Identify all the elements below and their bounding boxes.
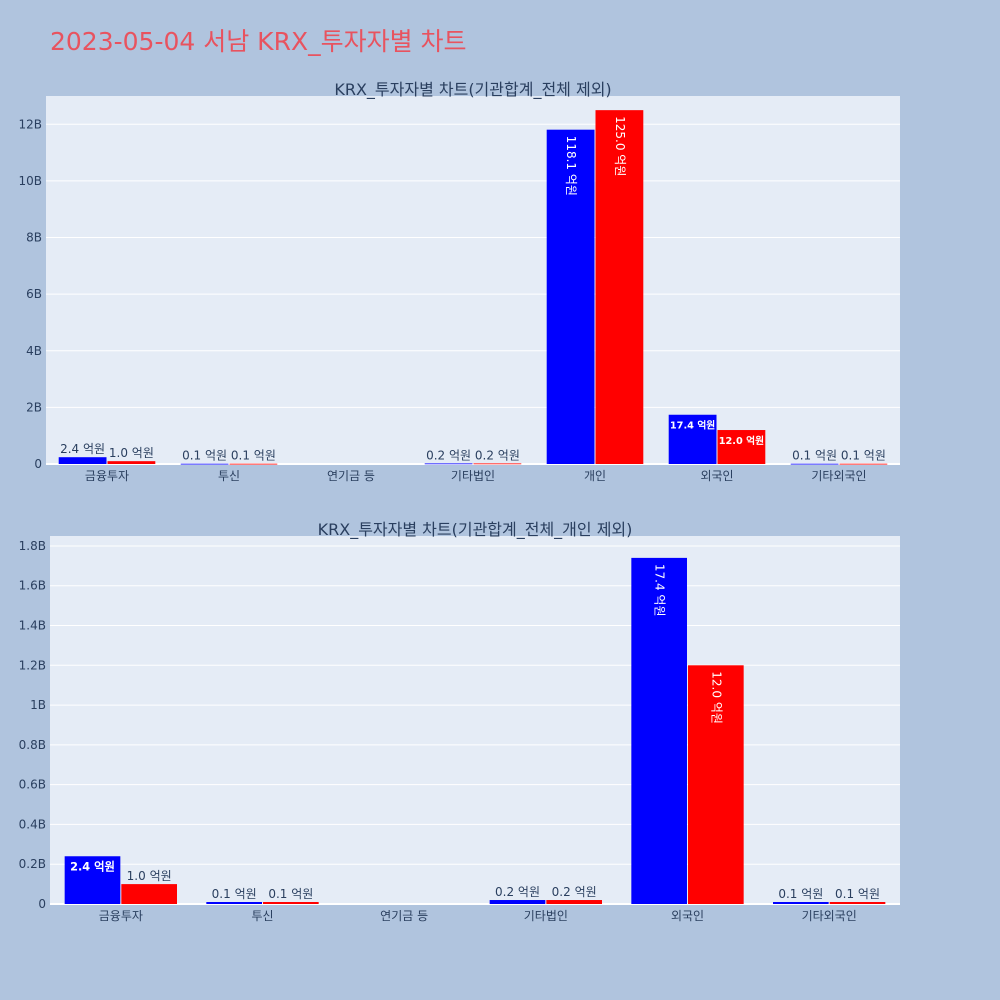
x-tick-label: 외국인 — [671, 909, 704, 923]
bar — [717, 430, 766, 464]
data-label: 0.2 억원 — [475, 448, 520, 462]
bar — [546, 129, 595, 464]
y-tick-label: 10B — [18, 174, 42, 188]
bar — [263, 902, 319, 904]
y-tick-label: 1.2B — [19, 658, 46, 672]
data-label: 1.0 억원 — [109, 446, 154, 460]
plot-area — [46, 96, 900, 464]
data-label: 12.0 억원 — [709, 671, 723, 724]
chart-title: KRX_투자자별 차트(기관합계_전체_개인 제외) — [318, 520, 633, 540]
y-tick-label: 0.2B — [19, 857, 46, 871]
bar — [107, 461, 156, 464]
bar — [790, 463, 839, 465]
y-tick-label: 2B — [26, 400, 42, 414]
plot-area — [50, 536, 900, 904]
x-tick-label: 투신 — [251, 909, 273, 923]
x-tick-label: 금융투자 — [85, 469, 129, 483]
y-tick-label: 1.4B — [19, 619, 46, 633]
data-label: 125.0 억원 — [613, 116, 627, 176]
x-tick-label: 기타법인 — [524, 909, 568, 923]
bar — [688, 665, 744, 904]
chart-title: KRX_투자자별 차트(기관합계_전체 제외) — [334, 80, 611, 100]
bar — [206, 902, 262, 904]
bar — [595, 110, 644, 465]
x-tick-label: 개인 — [584, 469, 606, 483]
data-label: 2.4 억원 — [60, 442, 105, 456]
bar — [180, 463, 229, 465]
y-tick-label: 4B — [26, 344, 42, 358]
y-tick-label: 0.6B — [19, 778, 46, 792]
data-label: 118.1 억원 — [564, 136, 578, 196]
data-label: 0.1 억원 — [268, 887, 313, 901]
bar — [424, 463, 473, 465]
data-label: 17.4 억원 — [670, 419, 715, 432]
bar — [489, 900, 546, 904]
bar — [229, 463, 278, 465]
bar — [546, 900, 602, 904]
data-label: 0.2 억원 — [495, 885, 540, 899]
x-tick-label: 외국인 — [700, 469, 733, 483]
y-tick-label: 0.8B — [19, 738, 46, 752]
data-label: 0.1 억원 — [231, 449, 276, 463]
bar — [64, 856, 121, 904]
y-tick-label: 1.8B — [19, 539, 46, 553]
data-label: 0.1 억원 — [778, 887, 823, 901]
data-label: 1.0 억원 — [127, 869, 172, 883]
data-label: 2.4 억원 — [70, 859, 115, 873]
bar — [631, 557, 687, 904]
data-label: 0.2 억원 — [426, 448, 471, 462]
x-tick-label: 연기금 등 — [380, 909, 428, 923]
page-title: 2023-05-04 서남 KRX_투자자별 차트 — [50, 27, 467, 56]
x-tick-label: 연기금 등 — [327, 469, 375, 483]
data-label: 0.1 억원 — [792, 449, 837, 463]
y-tick-label: 1.6B — [19, 579, 46, 593]
y-tick-label: 8B — [26, 231, 42, 245]
y-tick-label: 0.4B — [19, 817, 46, 831]
x-tick-label: 투신 — [218, 469, 240, 483]
y-tick-label: 0 — [34, 457, 42, 471]
bar — [839, 463, 888, 465]
data-label: 0.1 억원 — [841, 449, 886, 463]
bar — [473, 463, 522, 465]
bar — [773, 902, 829, 904]
y-tick-label: 6B — [26, 287, 42, 301]
chart-top: 0 2B 4B 6B 8B 10B 12B KRX_투자자별 차트(기관합계_전체 제외) 금융… — [18, 80, 900, 483]
data-label: 0.1 억원 — [835, 887, 880, 901]
y-tick-label: 1B — [30, 698, 46, 712]
x-tick-label: 기타외국인 — [802, 909, 857, 923]
y-tick-label: 12B — [18, 117, 42, 131]
data-label: 0.1 억원 — [182, 449, 227, 463]
data-label: 0.2 억원 — [552, 885, 597, 899]
x-tick-label: 금융투자 — [99, 909, 143, 923]
bar — [58, 457, 107, 464]
x-tick-label: 기타법인 — [451, 469, 495, 483]
y-tick-label: 0 — [38, 897, 46, 911]
x-tick-label: 기타외국인 — [811, 469, 866, 483]
data-label: 17.4 억원 — [653, 564, 667, 617]
data-label: 12.0 억원 — [719, 434, 764, 447]
bar — [121, 884, 177, 904]
bar — [668, 414, 717, 464]
bar — [829, 902, 886, 904]
data-label: 0.1 억원 — [212, 887, 257, 901]
